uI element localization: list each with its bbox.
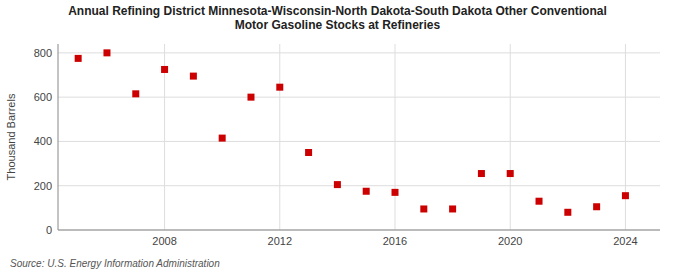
point [507,170,514,177]
title: Annual Refining District Minnesota-Wisco… [68,4,607,32]
point [334,181,341,188]
y-grid-line [58,52,660,53]
point [190,73,197,80]
point [219,135,226,142]
y-grid-line [58,185,660,186]
source: Source: U.S. Energy Information Administ… [10,258,220,269]
point [564,209,571,216]
x-grid-line [510,44,511,230]
y-grid-line [58,97,660,98]
x-tick-label: 2012 [268,235,292,247]
point [161,66,168,73]
title-line: Annual Refining District Minnesota-Wisco… [68,4,607,18]
x-grid-line [625,44,626,230]
y-tick-label: 800 [34,47,52,59]
point [305,149,312,156]
x-tick-label: 2008 [152,235,176,247]
point [449,205,456,212]
y-tick-label: 200 [34,180,52,192]
x-grid-line [279,44,280,230]
x-tick-label: 2024 [613,235,637,247]
chart: Annual Refining District Minnesota-Wisco… [0,0,675,275]
x-axis-line [58,230,660,231]
point [420,205,427,212]
y-tick-label: 0 [46,224,52,236]
point [247,94,254,101]
point [75,55,82,62]
x-grid-line [395,44,396,230]
y-tick-label: 400 [34,135,52,147]
point [478,170,485,177]
point [622,192,629,199]
point [392,189,399,196]
point [276,84,283,91]
y-axis-line [58,44,59,230]
y-grid-line [58,141,660,142]
point [132,90,139,97]
point [363,188,370,195]
x-tick-label: 2020 [498,235,522,247]
title-line: Motor Gasoline Stocks at Refineries [235,18,441,32]
point [593,203,600,210]
point [103,49,110,56]
point [536,198,543,205]
points [75,49,629,215]
y-tick-label: 600 [34,91,52,103]
x-tick-label: 2016 [383,235,407,247]
y-axis-label: Thousand Barrels [5,93,17,180]
y-grid-line [58,230,660,231]
